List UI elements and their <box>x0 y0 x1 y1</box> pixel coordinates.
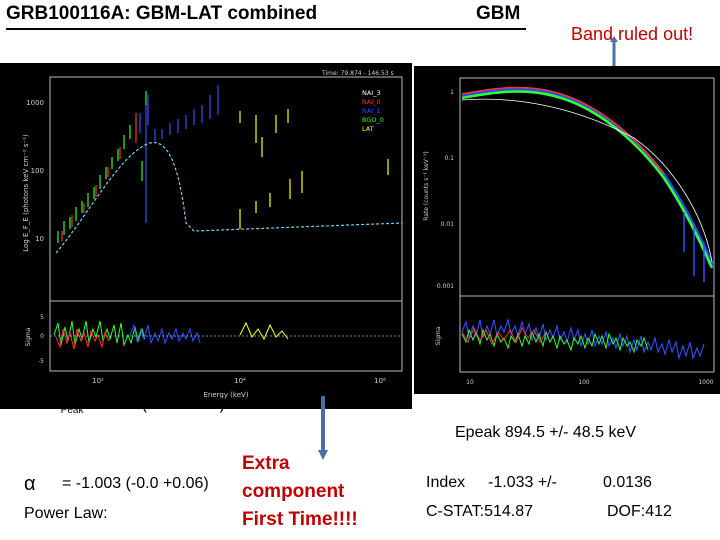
time-label: Time: 79.874 - 146.53 s <box>321 70 394 77</box>
extra-component-annotation: Extra component First Time!!!! <box>242 450 358 534</box>
right-xtick: 1000 <box>698 379 713 386</box>
cstat-value: C-STAT:514.87 <box>426 503 534 520</box>
epeak-subscript: Peak <box>60 405 84 416</box>
epeak-result: EPeak = 1006 (-108 +120) keV <box>50 396 257 416</box>
legend-item: BGO_0 <box>362 116 384 124</box>
band-ruled-out-annotation: Band ruled out! <box>571 24 694 44</box>
index-label: Index <box>426 474 466 491</box>
right-xtick: 10 <box>466 379 474 386</box>
annotation-line: component <box>242 481 345 502</box>
arrow-up-icon <box>610 36 618 66</box>
index-value: -1.033 +/- <box>488 474 557 491</box>
left-resid-tick: 5 <box>40 314 44 321</box>
left-xtick: 10⁴ <box>234 377 246 385</box>
annotation-line: Extra <box>242 453 290 474</box>
gbm-epeak-result: Epeak 894.5 +/- 48.5 keV <box>455 424 637 441</box>
dof-value: DOF:412 <box>607 503 672 520</box>
right-spectrum-plot: 1 0.1 0.01 0.001 10 100 1000 Rate (count… <box>414 66 720 394</box>
right-ylabel: Rate (counts s⁻¹ keV⁻¹) <box>423 151 430 221</box>
epeak-value: = 1006 (-108 +120) keV <box>83 396 257 413</box>
right-ytick: 0.01 <box>441 221 455 228</box>
left-resid-tick: -5 <box>38 358 44 365</box>
left-xlabel: Energy (keV) <box>203 391 248 399</box>
index-error: 0.0136 <box>603 474 652 491</box>
legend-item: NAI_0 <box>362 98 381 106</box>
slide-title: GRB100116A: GBM-LAT combined <box>6 3 318 24</box>
annotation-line: First Time!!!! <box>242 509 358 530</box>
left-ytick: 1000 <box>26 99 44 107</box>
right-resid-ylabel: Sigma <box>435 326 442 345</box>
left-resid-ylabel: Sigma <box>25 327 32 346</box>
legend-item: NAI_1 <box>362 107 381 115</box>
right-ytick: 1 <box>450 89 454 96</box>
epeak-symbol: E <box>50 396 61 413</box>
left-resid-tick: 0 <box>40 333 44 340</box>
title-underline <box>6 28 526 30</box>
legend-item: NAI_3 <box>362 89 381 97</box>
arrow-down-icon <box>318 396 328 460</box>
left-spectrum-plot: Time: 79.874 - 146.53 s 1000 100 10 5 0 … <box>0 63 412 409</box>
legend-item: LAT <box>362 125 374 133</box>
alpha-value: = -1.003 (-0.0 +0.06) <box>62 475 209 492</box>
right-xtick: 100 <box>578 379 590 386</box>
alpha-symbol: α <box>24 473 36 495</box>
left-xtick: 10² <box>92 377 104 385</box>
right-ytick: 0.1 <box>444 155 454 162</box>
gbm-heading: GBM <box>476 3 521 24</box>
power-law-label: Power Law: <box>24 505 108 522</box>
right-ytick: 0.001 <box>437 283 454 290</box>
left-xtick: 10⁶ <box>374 377 386 385</box>
left-ytick: 100 <box>31 167 44 175</box>
left-ytick: 10 <box>35 235 44 243</box>
left-ylabel: Log E_F_E (photons keV cm⁻² s⁻¹) <box>22 134 30 252</box>
